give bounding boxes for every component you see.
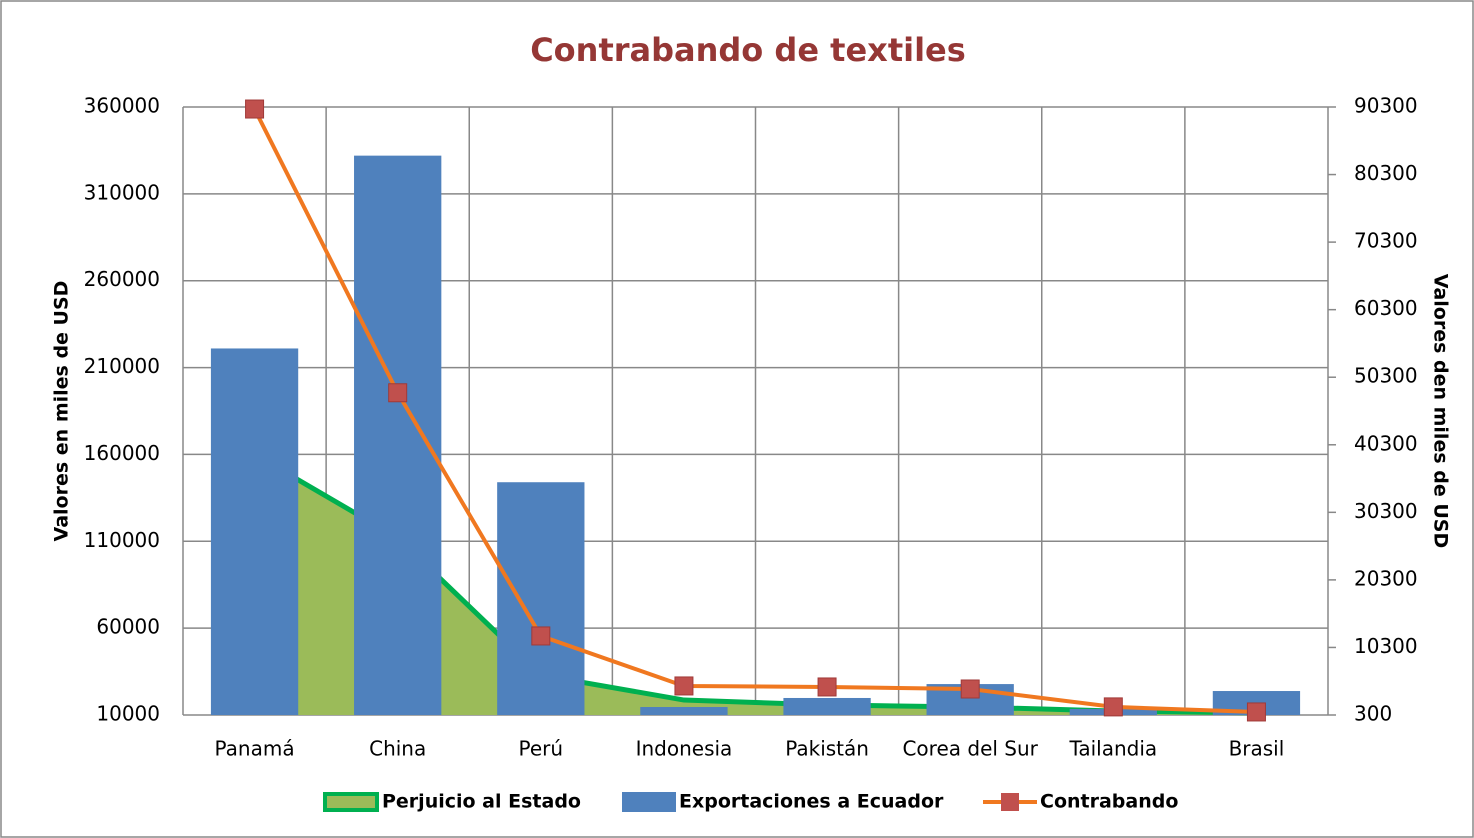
y2-tick-label: 80300 (1354, 161, 1418, 185)
y-tick-label: 110000 (84, 528, 160, 552)
legend-marker (1001, 793, 1019, 811)
y-tick-label: 160000 (84, 441, 160, 465)
y2-tick-label: 20300 (1354, 566, 1418, 590)
line (252, 108, 1257, 714)
y2-tick-label: 30300 (1354, 499, 1418, 523)
legend-swatch (622, 792, 676, 812)
bar (783, 697, 871, 715)
chart-title: Contrabando de textiles (530, 31, 966, 69)
legend-label: Exportaciones a Ecuador (679, 791, 944, 813)
y-tick-label: 310000 (84, 180, 160, 204)
y-tick-label: 210000 (84, 354, 160, 378)
y2-axis-title: Valores den miles de USD (1430, 274, 1452, 548)
x-tick-label: Pakistán (785, 737, 869, 761)
bar (210, 348, 299, 715)
bar (497, 482, 585, 715)
y2-tick-label: 40300 (1354, 431, 1418, 455)
x-tick-label: Brasil (1229, 737, 1285, 761)
line-marker (1103, 697, 1123, 717)
legend-label: Contrabando (1040, 791, 1178, 813)
y-tick-label: 60000 (96, 615, 160, 639)
line-marker (388, 383, 408, 403)
x-tick-label: Indonesia (636, 737, 733, 761)
y-tick-label: 10000 (96, 702, 160, 726)
x-tick-label: China (369, 737, 426, 761)
x-tick-label: Perú (519, 737, 564, 761)
y2-tick-label: 60300 (1354, 296, 1418, 320)
y2-tick-label: 90300 (1354, 94, 1418, 118)
y2-tick-label: 300 (1354, 702, 1392, 726)
bar (354, 155, 442, 715)
y2-tick-label: 10300 (1354, 634, 1418, 658)
line-marker (960, 679, 980, 699)
legend-swatch (323, 792, 379, 812)
x-tick-label: Tailandia (1068, 737, 1157, 761)
y-tick-label: 360000 (84, 94, 160, 118)
x-tick-label: Corea del Sur (902, 737, 1038, 761)
y2-tick-label: 50300 (1354, 364, 1418, 388)
line-marker (674, 676, 694, 696)
line-marker (817, 677, 837, 697)
x-tick-label: Panamá (215, 737, 295, 761)
y-axis-title: Valores en miles de USD (51, 281, 73, 542)
bar (640, 707, 728, 715)
line-marker (245, 99, 265, 119)
legend-label: Perjuicio al Estado (382, 791, 581, 813)
y2-tick-label: 70300 (1354, 229, 1418, 253)
y-tick-label: 260000 (84, 267, 160, 291)
line-marker (531, 626, 551, 646)
line-marker (1246, 702, 1266, 722)
